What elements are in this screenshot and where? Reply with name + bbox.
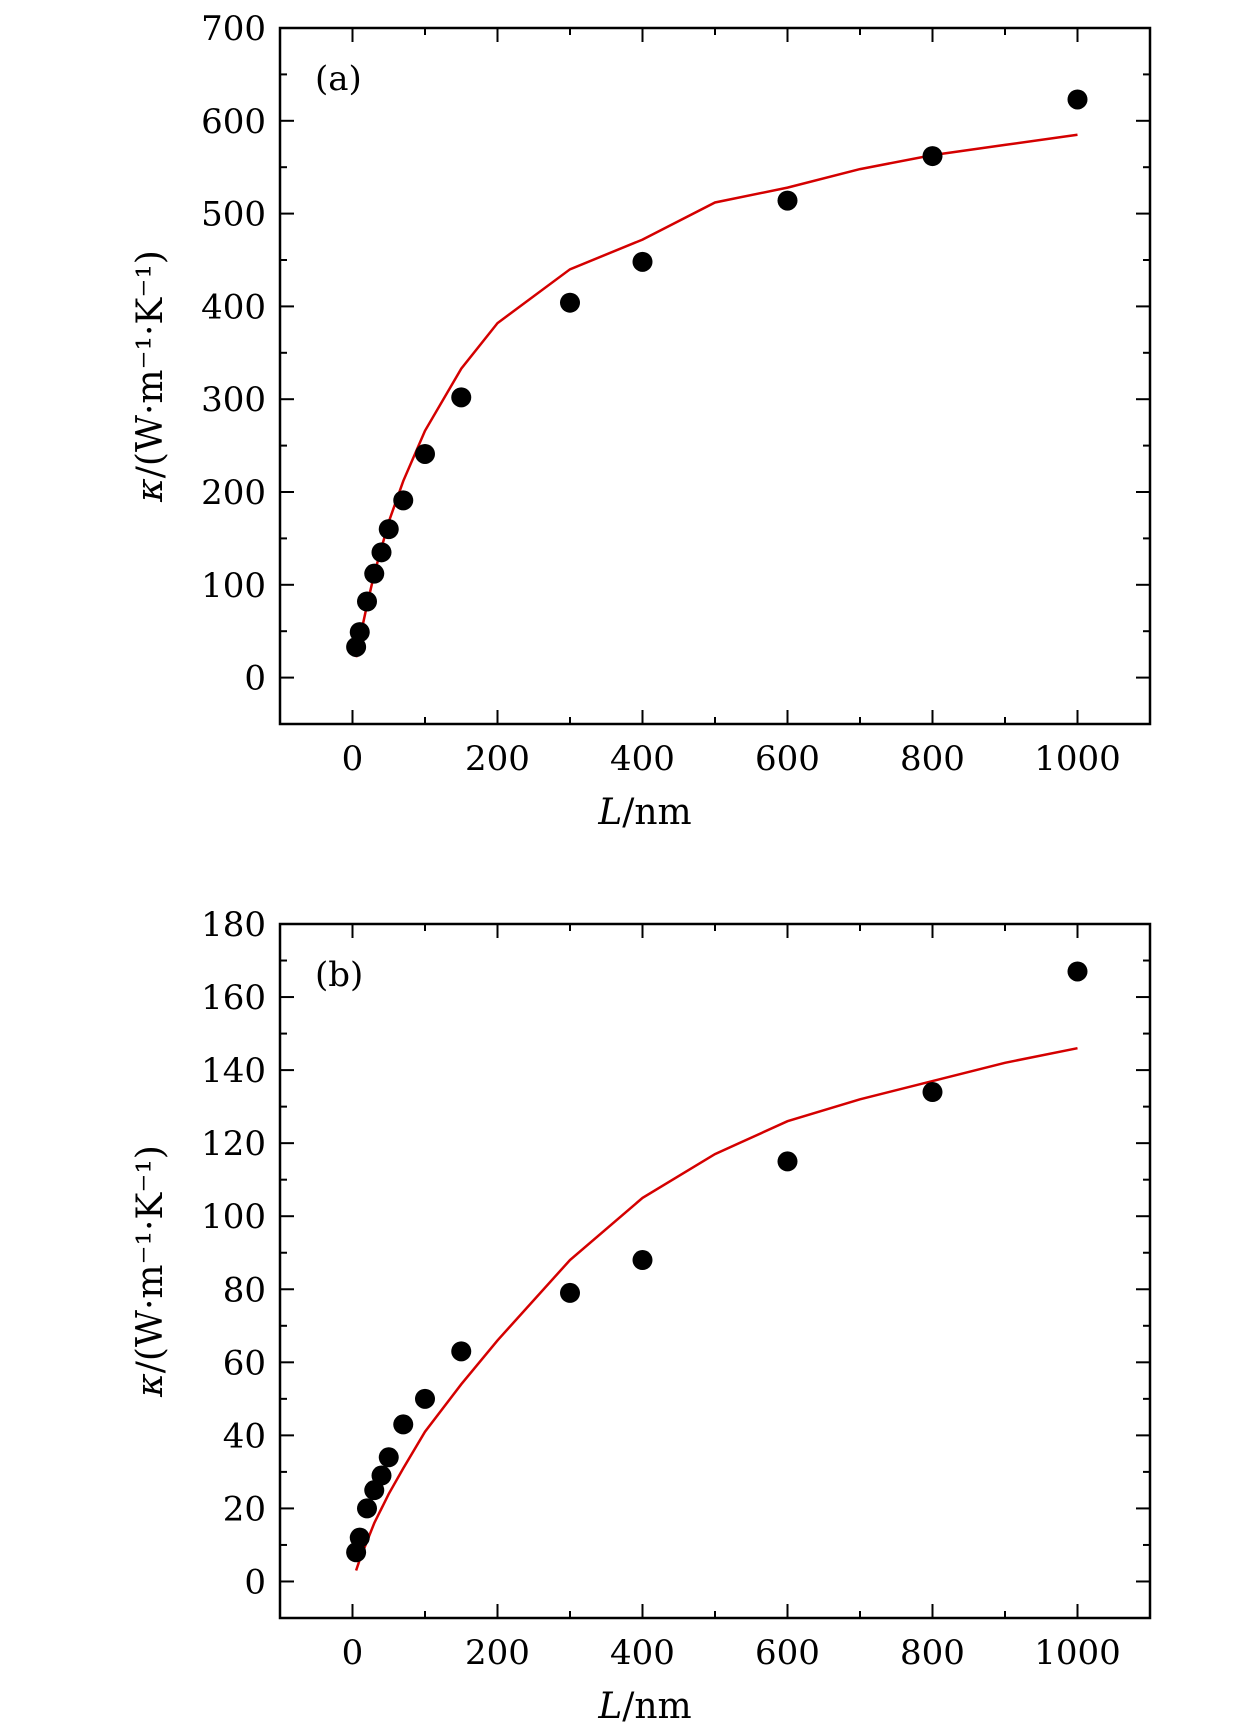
y-tick-label: 40 <box>223 1416 266 1456</box>
x-tick-label: 800 <box>900 739 965 779</box>
panel-label: (b) <box>315 955 363 995</box>
y-axis-variable: κ <box>130 478 171 503</box>
data-point <box>393 490 414 511</box>
plot-frame <box>278 922 1152 1620</box>
data-point <box>415 1388 435 1409</box>
x-axis-variable: L <box>597 1686 622 1727</box>
chart-panel-a: 0 200 400 600 800 1000 0 100 200 300 400 500 600 700 (… <box>130 9 1152 833</box>
data-point <box>357 1498 377 1519</box>
x-tick-label: 600 <box>755 1633 820 1673</box>
data-point <box>777 1151 798 1172</box>
data-point <box>1067 89 1088 110</box>
chart-panel-b: 0 200 400 600 800 1000 0 20 40 60 80 100 120 140 160 18… <box>130 905 1152 1727</box>
y-tick-label: 200 <box>201 473 266 513</box>
plot-frame <box>278 26 1152 726</box>
fit-curve <box>354 133 1078 658</box>
y-tick-label: 100 <box>201 566 266 606</box>
x-axis-variable: L <box>597 792 622 833</box>
y-tick-label: 300 <box>201 380 266 420</box>
y-tick-label: 180 <box>201 905 266 945</box>
fit-curve <box>354 1046 1078 1571</box>
x-tick-label: 400 <box>610 1633 675 1673</box>
y-tick-label: 120 <box>201 1124 266 1164</box>
y-tick-label: 20 <box>223 1489 266 1529</box>
y-axis-unit: /(W·m⁻¹·K⁻¹) <box>130 250 171 478</box>
data-point <box>632 1250 653 1271</box>
x-tick-label: 600 <box>755 739 820 779</box>
y-tick-label: 500 <box>201 195 266 235</box>
data-point <box>364 563 385 584</box>
data-point <box>371 1465 392 1486</box>
y-tick-label: 0 <box>244 1562 266 1602</box>
x-tick-label: 0 <box>342 739 364 779</box>
y-axis-title: κ/(W·m⁻¹·K⁻¹) <box>130 250 171 503</box>
y-axis-title: κ/(W·m⁻¹·K⁻¹) <box>130 1145 171 1398</box>
data-point <box>371 542 392 563</box>
data-point <box>777 190 798 211</box>
data-point <box>1067 961 1088 982</box>
y-tick-label: 160 <box>201 978 266 1018</box>
data-point <box>378 519 399 540</box>
data-point <box>349 622 370 643</box>
y-tick-label: 700 <box>201 9 266 49</box>
data-point <box>415 443 435 464</box>
x-tick-label: 200 <box>465 739 530 779</box>
data-point <box>357 591 377 612</box>
panel-label: (a) <box>315 59 362 99</box>
data-point <box>451 387 472 408</box>
data-point <box>922 146 943 167</box>
x-tick-label: 400 <box>610 739 675 779</box>
y-tick-label: 100 <box>201 1197 266 1237</box>
y-axis-variable: κ <box>130 1373 171 1398</box>
data-point <box>378 1447 399 1468</box>
y-tick-label: 60 <box>223 1343 266 1383</box>
data-point <box>451 1341 472 1362</box>
x-axis-title: L/nm <box>597 1686 691 1727</box>
data-point <box>393 1414 414 1435</box>
x-tick-label: 1000 <box>1034 739 1121 779</box>
data-point <box>560 292 580 313</box>
x-axis-unit: /nm <box>622 792 691 833</box>
y-tick-label: 140 <box>201 1051 266 1091</box>
data-point <box>349 1527 370 1548</box>
x-axis-unit: /nm <box>622 1686 691 1727</box>
data-point <box>632 251 653 272</box>
y-axis-unit: /(W·m⁻¹·K⁻¹) <box>130 1145 171 1373</box>
x-axis-title: L/nm <box>597 792 691 833</box>
y-tick-label: 0 <box>244 659 266 699</box>
y-tick-label: 80 <box>223 1270 266 1310</box>
y-tick-label: 600 <box>201 102 266 142</box>
data-point <box>560 1282 580 1303</box>
x-tick-label: 1000 <box>1034 1633 1121 1673</box>
x-tick-label: 200 <box>465 1633 530 1673</box>
x-tick-label: 0 <box>342 1633 364 1673</box>
data-point <box>922 1082 943 1103</box>
x-tick-label: 800 <box>900 1633 965 1673</box>
y-tick-label: 400 <box>201 287 266 327</box>
